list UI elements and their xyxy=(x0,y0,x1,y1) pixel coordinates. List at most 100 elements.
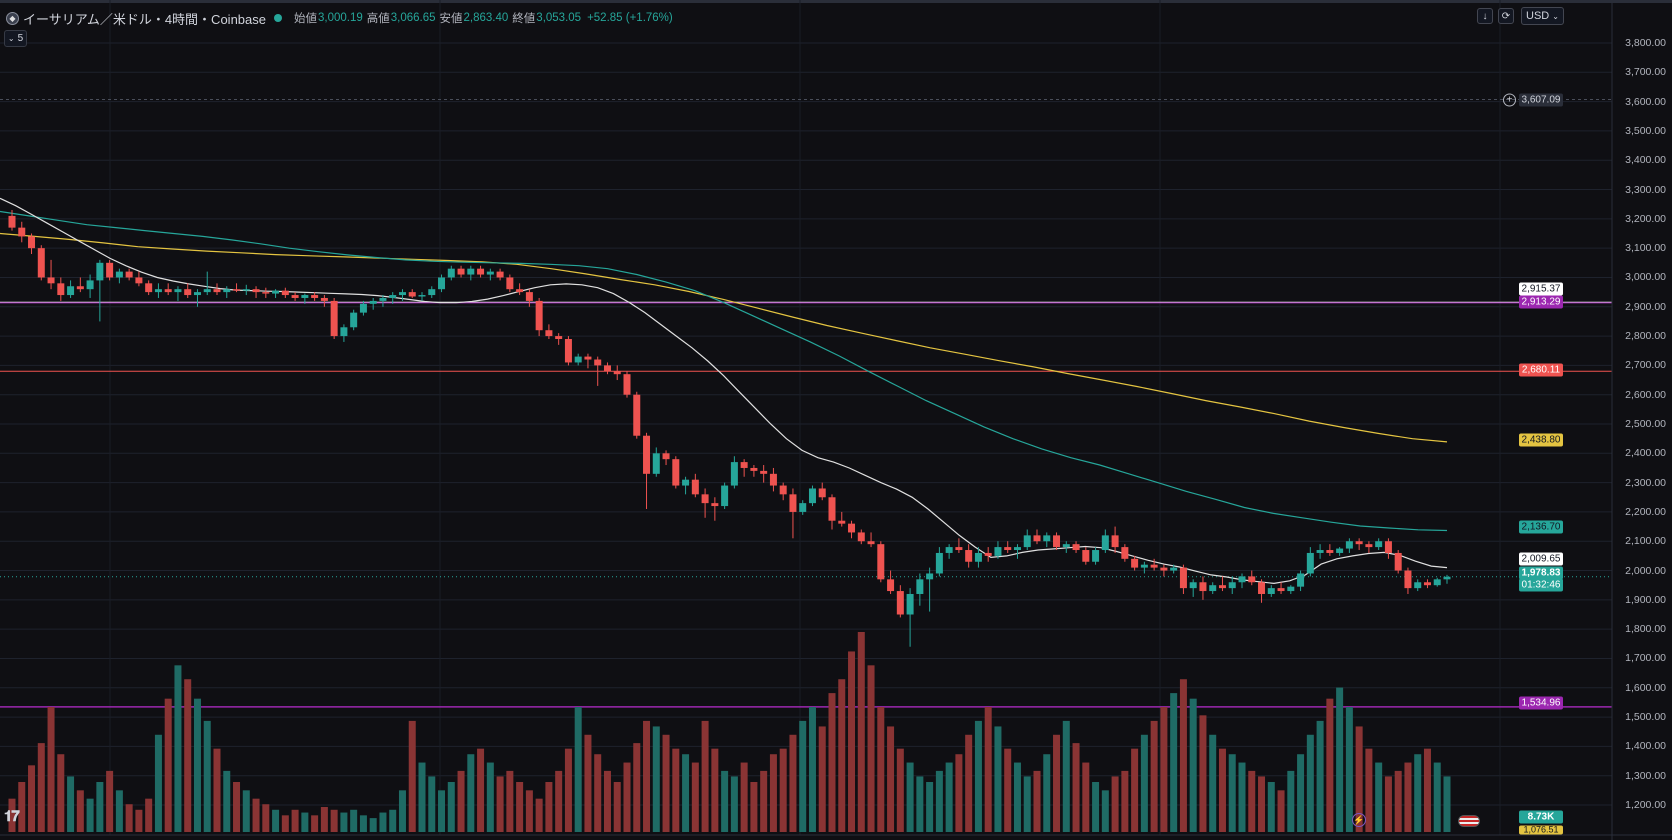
candle-body xyxy=(789,494,797,512)
candle-body xyxy=(1092,550,1100,562)
axis-tick-label: 2,200.00 xyxy=(1625,505,1666,518)
axis-tick-label: 1,400.00 xyxy=(1625,740,1666,753)
volume-bar xyxy=(887,726,895,832)
volume-bar xyxy=(1062,720,1070,832)
axis-tick-label: 1,900.00 xyxy=(1625,593,1666,606)
candle-body xyxy=(350,312,358,328)
axis-tick-label: 3,300.00 xyxy=(1625,183,1666,196)
volume-bar xyxy=(96,782,104,832)
volume-bar xyxy=(213,748,221,832)
volume-bar xyxy=(1414,754,1422,832)
volume-bar xyxy=(1365,748,1373,832)
candle-body xyxy=(887,579,895,592)
candle-body xyxy=(1023,535,1031,548)
close-label: 終値 xyxy=(512,13,536,25)
arrow-down-icon: ↓ xyxy=(1482,10,1488,22)
volume-bar xyxy=(1443,776,1451,832)
volume-bar xyxy=(721,770,729,832)
currency-select[interactable]: USD ⌄ xyxy=(1521,7,1564,25)
volume-bar xyxy=(672,748,680,832)
volume-bar xyxy=(320,807,328,832)
lightning-icon[interactable]: ⚡ xyxy=(1352,813,1366,827)
volume-bar xyxy=(1140,734,1148,832)
axis-tick-label: 3,500.00 xyxy=(1625,124,1666,137)
candle-body xyxy=(691,479,699,495)
volume-bar xyxy=(1199,715,1207,832)
candle-body xyxy=(701,494,709,504)
candle-body xyxy=(974,552,982,562)
candle-body xyxy=(262,292,270,294)
volume-bar xyxy=(1297,754,1305,832)
volume-bar xyxy=(1111,776,1119,832)
candle-body xyxy=(1297,573,1305,587)
candle-body xyxy=(47,277,55,284)
indicators-collapse-button[interactable]: ⌄ 5 xyxy=(4,30,27,47)
candle-body xyxy=(535,300,543,331)
volume-bar xyxy=(1160,707,1168,832)
candle-body xyxy=(1365,544,1373,548)
open-label: 始値 xyxy=(294,13,317,25)
candle-body xyxy=(1414,582,1422,589)
symbol-legend[interactable]: ◆ イーサリアム／米ドル・4時間・Coinbase 始値 3,000.19 高値… xyxy=(6,9,673,27)
volume-bar xyxy=(506,770,514,832)
volume-bar xyxy=(965,734,973,832)
candle-body xyxy=(1150,564,1158,568)
volume-bar xyxy=(1238,762,1246,832)
candle-body xyxy=(926,573,934,580)
volume-bar xyxy=(28,765,36,832)
candle-body xyxy=(574,356,582,363)
volume-bar xyxy=(682,754,690,832)
volume-bar xyxy=(428,776,436,832)
candle-body xyxy=(457,268,465,275)
change-value: +52.85 (+1.76%) xyxy=(587,12,673,24)
download-button[interactable]: ↓ xyxy=(1477,8,1493,24)
us-flag-icon[interactable] xyxy=(1458,815,1480,827)
volume-bar xyxy=(1131,748,1139,832)
volume-bar xyxy=(223,770,231,832)
volume-bar xyxy=(350,809,358,832)
volume-bar xyxy=(535,798,543,832)
tradingview-logo[interactable]: 𝟏𝟕 xyxy=(4,808,20,825)
volume-bar xyxy=(974,720,982,832)
candle-body xyxy=(1443,576,1451,580)
candle-body xyxy=(994,547,1002,556)
volume-bar xyxy=(945,762,953,832)
candle-body xyxy=(340,327,348,337)
volume-bar xyxy=(1033,770,1041,832)
candle-body xyxy=(213,289,221,293)
candle-body xyxy=(965,550,973,562)
candle-body xyxy=(1228,582,1236,589)
volume-bar xyxy=(877,707,885,832)
candle-body xyxy=(1423,582,1431,586)
volume-bar xyxy=(125,804,133,832)
volume-bar xyxy=(1121,770,1129,832)
volume-bar xyxy=(545,782,553,832)
volume-bar xyxy=(418,762,426,832)
candle-body xyxy=(96,262,104,281)
volume-bar xyxy=(57,754,65,832)
volume-bar xyxy=(1433,762,1441,832)
volume-bar xyxy=(594,754,602,832)
candle-body xyxy=(359,303,367,313)
volume-bar xyxy=(1189,698,1197,832)
volume-bar xyxy=(1316,720,1324,832)
axis-tick-label: 2,000.00 xyxy=(1625,564,1666,577)
candle-body xyxy=(652,453,660,474)
volume-bar xyxy=(76,790,84,832)
volume-bar xyxy=(291,809,299,832)
plus-circle-icon[interactable]: + xyxy=(1503,93,1516,107)
volume-bar xyxy=(525,790,533,832)
axis-tick-label: 2,700.00 xyxy=(1625,359,1666,372)
symbol-title[interactable]: イーサリアム／米ドル・4時間・Coinbase xyxy=(23,11,266,27)
candle-body xyxy=(1053,535,1061,548)
candle-body xyxy=(1101,535,1109,551)
refresh-button[interactable]: ⟳ xyxy=(1498,8,1514,24)
candle-body xyxy=(57,283,65,296)
volume-bar xyxy=(1394,770,1402,832)
volume-bar xyxy=(1355,726,1363,832)
volume-bar xyxy=(1423,748,1431,832)
volume-bar xyxy=(984,707,992,832)
candle-body xyxy=(750,467,758,471)
volume-bar xyxy=(623,762,631,832)
